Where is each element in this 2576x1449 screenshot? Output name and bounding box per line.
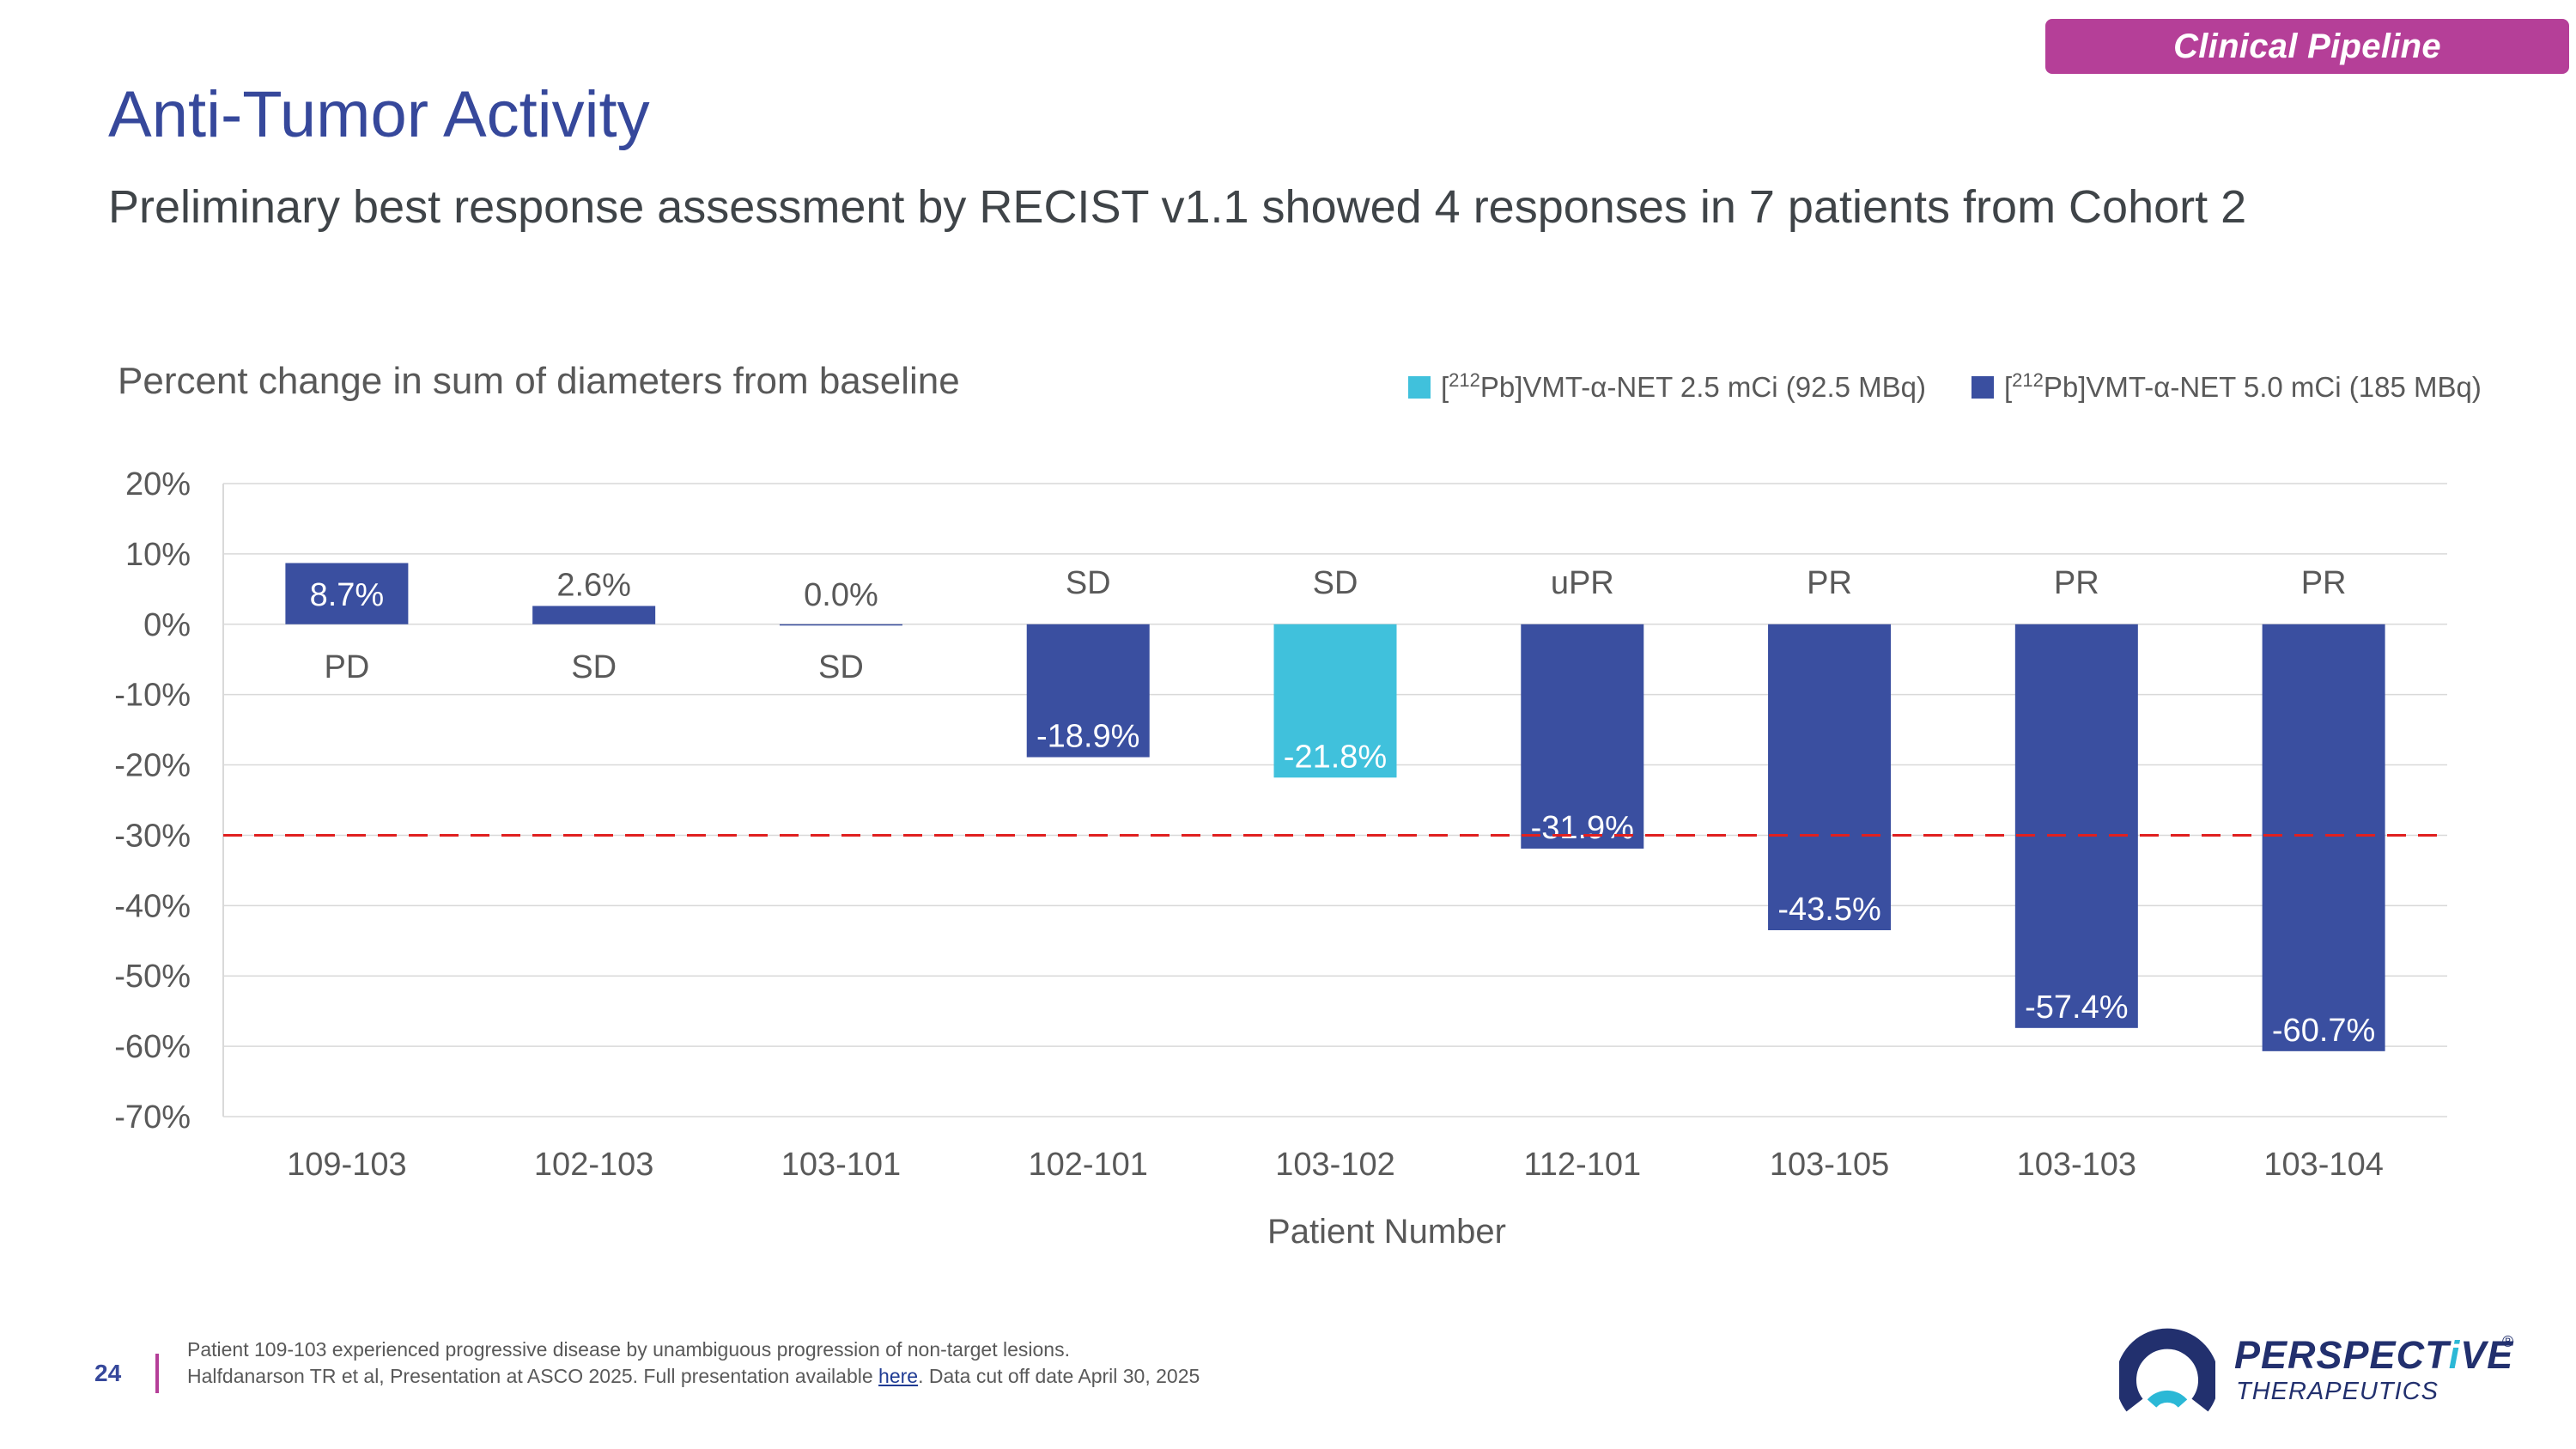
bar-102-101 <box>1026 624 1150 758</box>
x-tick-label: 103-103 <box>2017 1147 2136 1183</box>
response-label: SD <box>818 649 864 685</box>
footnote-2: Halfdanarson TR et al, Presentation at A… <box>187 1363 1200 1390</box>
x-axis-title: Patient Number <box>1267 1213 1506 1251</box>
value-label: -43.5% <box>1777 892 1880 928</box>
footnote-2-text: Halfdanarson TR et al, Presentation at A… <box>187 1365 879 1387</box>
x-tick-label: 102-103 <box>534 1147 653 1183</box>
bar-102-103 <box>532 606 656 624</box>
chart-title: Percent change in sum of diameters from … <box>118 360 960 402</box>
legend-swatch-1 <box>1408 376 1431 399</box>
y-tick-label: 10% <box>125 537 191 573</box>
response-label: PR <box>2054 565 2099 601</box>
legend-label-2: [212Pb]VMT-α-NET 5.0 mCi (185 MBq) <box>2004 369 2482 403</box>
value-label: -60.7% <box>2272 1013 2375 1049</box>
x-tick-label: 103-102 <box>1275 1147 1394 1183</box>
value-label: -31.9% <box>1531 810 1634 846</box>
y-tick-label: -60% <box>114 1029 191 1065</box>
logo-wordmark: PERSPECTiVE <box>2234 1333 2513 1378</box>
response-label: SD <box>1313 565 1358 601</box>
footnote-2-cutoff: . Data cut off date April 30, 2025 <box>918 1365 1200 1387</box>
y-tick-label: -70% <box>114 1099 191 1135</box>
bar-103-105 <box>1768 624 1892 930</box>
logo-wordmark-part1: PERSPECT <box>2234 1333 2449 1377</box>
y-tick-label: 0% <box>143 607 191 643</box>
y-tick-label: -40% <box>114 888 191 924</box>
x-tick-label: 109-103 <box>287 1147 406 1183</box>
legend-swatch-2 <box>1971 376 1994 399</box>
logo-registered-mark: ® <box>2502 1333 2514 1350</box>
x-tick-label: 103-104 <box>2263 1147 2383 1183</box>
bar-103-102 <box>1273 624 1397 778</box>
section-badge-label: Clinical Pipeline <box>2173 27 2441 65</box>
response-label: PR <box>1807 565 1852 601</box>
footnote-1: Patient 109-103 experienced progressive … <box>187 1338 1070 1361</box>
value-label: -18.9% <box>1036 719 1139 755</box>
presentation-link[interactable]: here <box>878 1365 919 1387</box>
legend-label-1: [212Pb]VMT-α-NET 2.5 mCi (92.5 MBq) <box>1441 369 1926 403</box>
section-badge: Clinical Pipeline <box>2045 19 2569 74</box>
response-label: uPR <box>1551 565 1614 601</box>
company-logo: PERSPECTiVE ® THERAPEUTICS <box>2119 1323 2523 1417</box>
bar-109-103 <box>285 563 409 624</box>
x-tick-label: 103-105 <box>1770 1147 1889 1183</box>
y-tick-label: 20% <box>125 466 191 502</box>
bar-103-104 <box>2262 624 2385 1051</box>
y-tick-label: -50% <box>114 959 191 995</box>
y-tick-label: -10% <box>114 678 191 714</box>
bar-103-103 <box>2014 624 2138 1028</box>
logo-mark-icon <box>2119 1328 2215 1412</box>
page-number: 24 <box>94 1360 122 1386</box>
x-tick-label: 102-101 <box>1028 1147 1147 1183</box>
footer-divider <box>155 1354 159 1393</box>
response-label: SD <box>1066 565 1111 601</box>
logo-subtitle: THERAPEUTICS <box>2236 1378 2439 1405</box>
footnotes: Patient 109-103 experienced progressive … <box>187 1336 1200 1390</box>
page-subtitle: Preliminary best response assessment by … <box>108 181 2247 233</box>
value-label: -57.4% <box>2025 989 2128 1026</box>
y-tick-label: -20% <box>114 748 191 784</box>
logo-wordmark-part2: VE <box>2460 1333 2514 1377</box>
response-label: PD <box>324 649 369 685</box>
page-title: Anti-Tumor Activity <box>108 78 650 151</box>
response-label: SD <box>571 649 617 685</box>
x-tick-label: 103-101 <box>781 1147 901 1183</box>
bar-112-101 <box>1521 624 1644 849</box>
value-label: -21.8% <box>1284 739 1387 775</box>
waterfall-chart: Percent change in sum of diameters from … <box>114 360 2482 1251</box>
value-label: 2.6% <box>556 567 631 603</box>
y-tick-label: -30% <box>114 818 191 854</box>
response-label: PR <box>2301 565 2347 601</box>
value-label: 8.7% <box>310 577 385 613</box>
value-label: 0.0% <box>804 577 878 613</box>
logo-wordmark-accent: i <box>2448 1333 2461 1377</box>
x-tick-label: 112-101 <box>1523 1147 1641 1183</box>
bar-103-101 <box>779 624 902 626</box>
